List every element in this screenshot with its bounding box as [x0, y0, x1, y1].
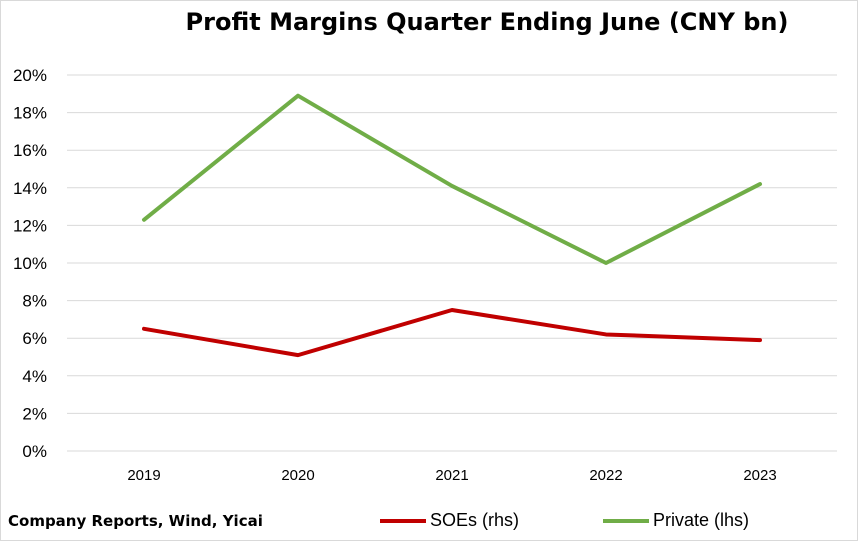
- y-tick-label: 6%: [22, 329, 47, 348]
- y-axis-tick-labels: 0% 2% 4% 6% 8% 10% 12% 14% 16% 18% 20%: [13, 66, 47, 461]
- legend-swatch-private: [603, 518, 649, 523]
- y-tick-label: 18%: [13, 104, 47, 123]
- series-lines: [142, 93, 762, 358]
- x-axis-tick-labels: 2019 2020 2021 2022 2023: [127, 467, 776, 484]
- y-tick-label: 8%: [22, 292, 47, 311]
- source-note: Company Reports, Wind, Yicai: [8, 512, 263, 530]
- legend-swatch-soes: [380, 518, 426, 523]
- x-tick-label: 2021: [435, 467, 468, 484]
- y-tick-label: 2%: [22, 404, 47, 423]
- legend-item-soes: SOEs (rhs): [380, 510, 519, 531]
- series-line-private-lhs: [142, 93, 762, 265]
- legend-label-soes: SOEs (rhs): [430, 510, 520, 530]
- x-tick-label: 2022: [589, 467, 622, 484]
- gridlines: [67, 74, 837, 452]
- y-tick-label: 0%: [22, 442, 47, 461]
- x-tick-label: 2019: [127, 467, 160, 484]
- series-line-soes-rhs: [142, 308, 762, 358]
- x-tick-label: 2023: [743, 467, 776, 484]
- y-tick-label: 14%: [13, 179, 47, 198]
- legend-label-private: Private (lhs): [653, 510, 750, 530]
- y-tick-label: 16%: [13, 141, 47, 160]
- y-tick-label: 4%: [22, 367, 47, 386]
- legend-item-private: Private (lhs): [603, 510, 749, 531]
- y-tick-label: 20%: [13, 66, 47, 85]
- chart-title: Profit Margins Quarter Ending June (CNY …: [185, 8, 789, 36]
- y-tick-label: 10%: [13, 254, 47, 273]
- y-tick-label: 12%: [13, 216, 47, 235]
- x-tick-label: 2020: [281, 467, 314, 484]
